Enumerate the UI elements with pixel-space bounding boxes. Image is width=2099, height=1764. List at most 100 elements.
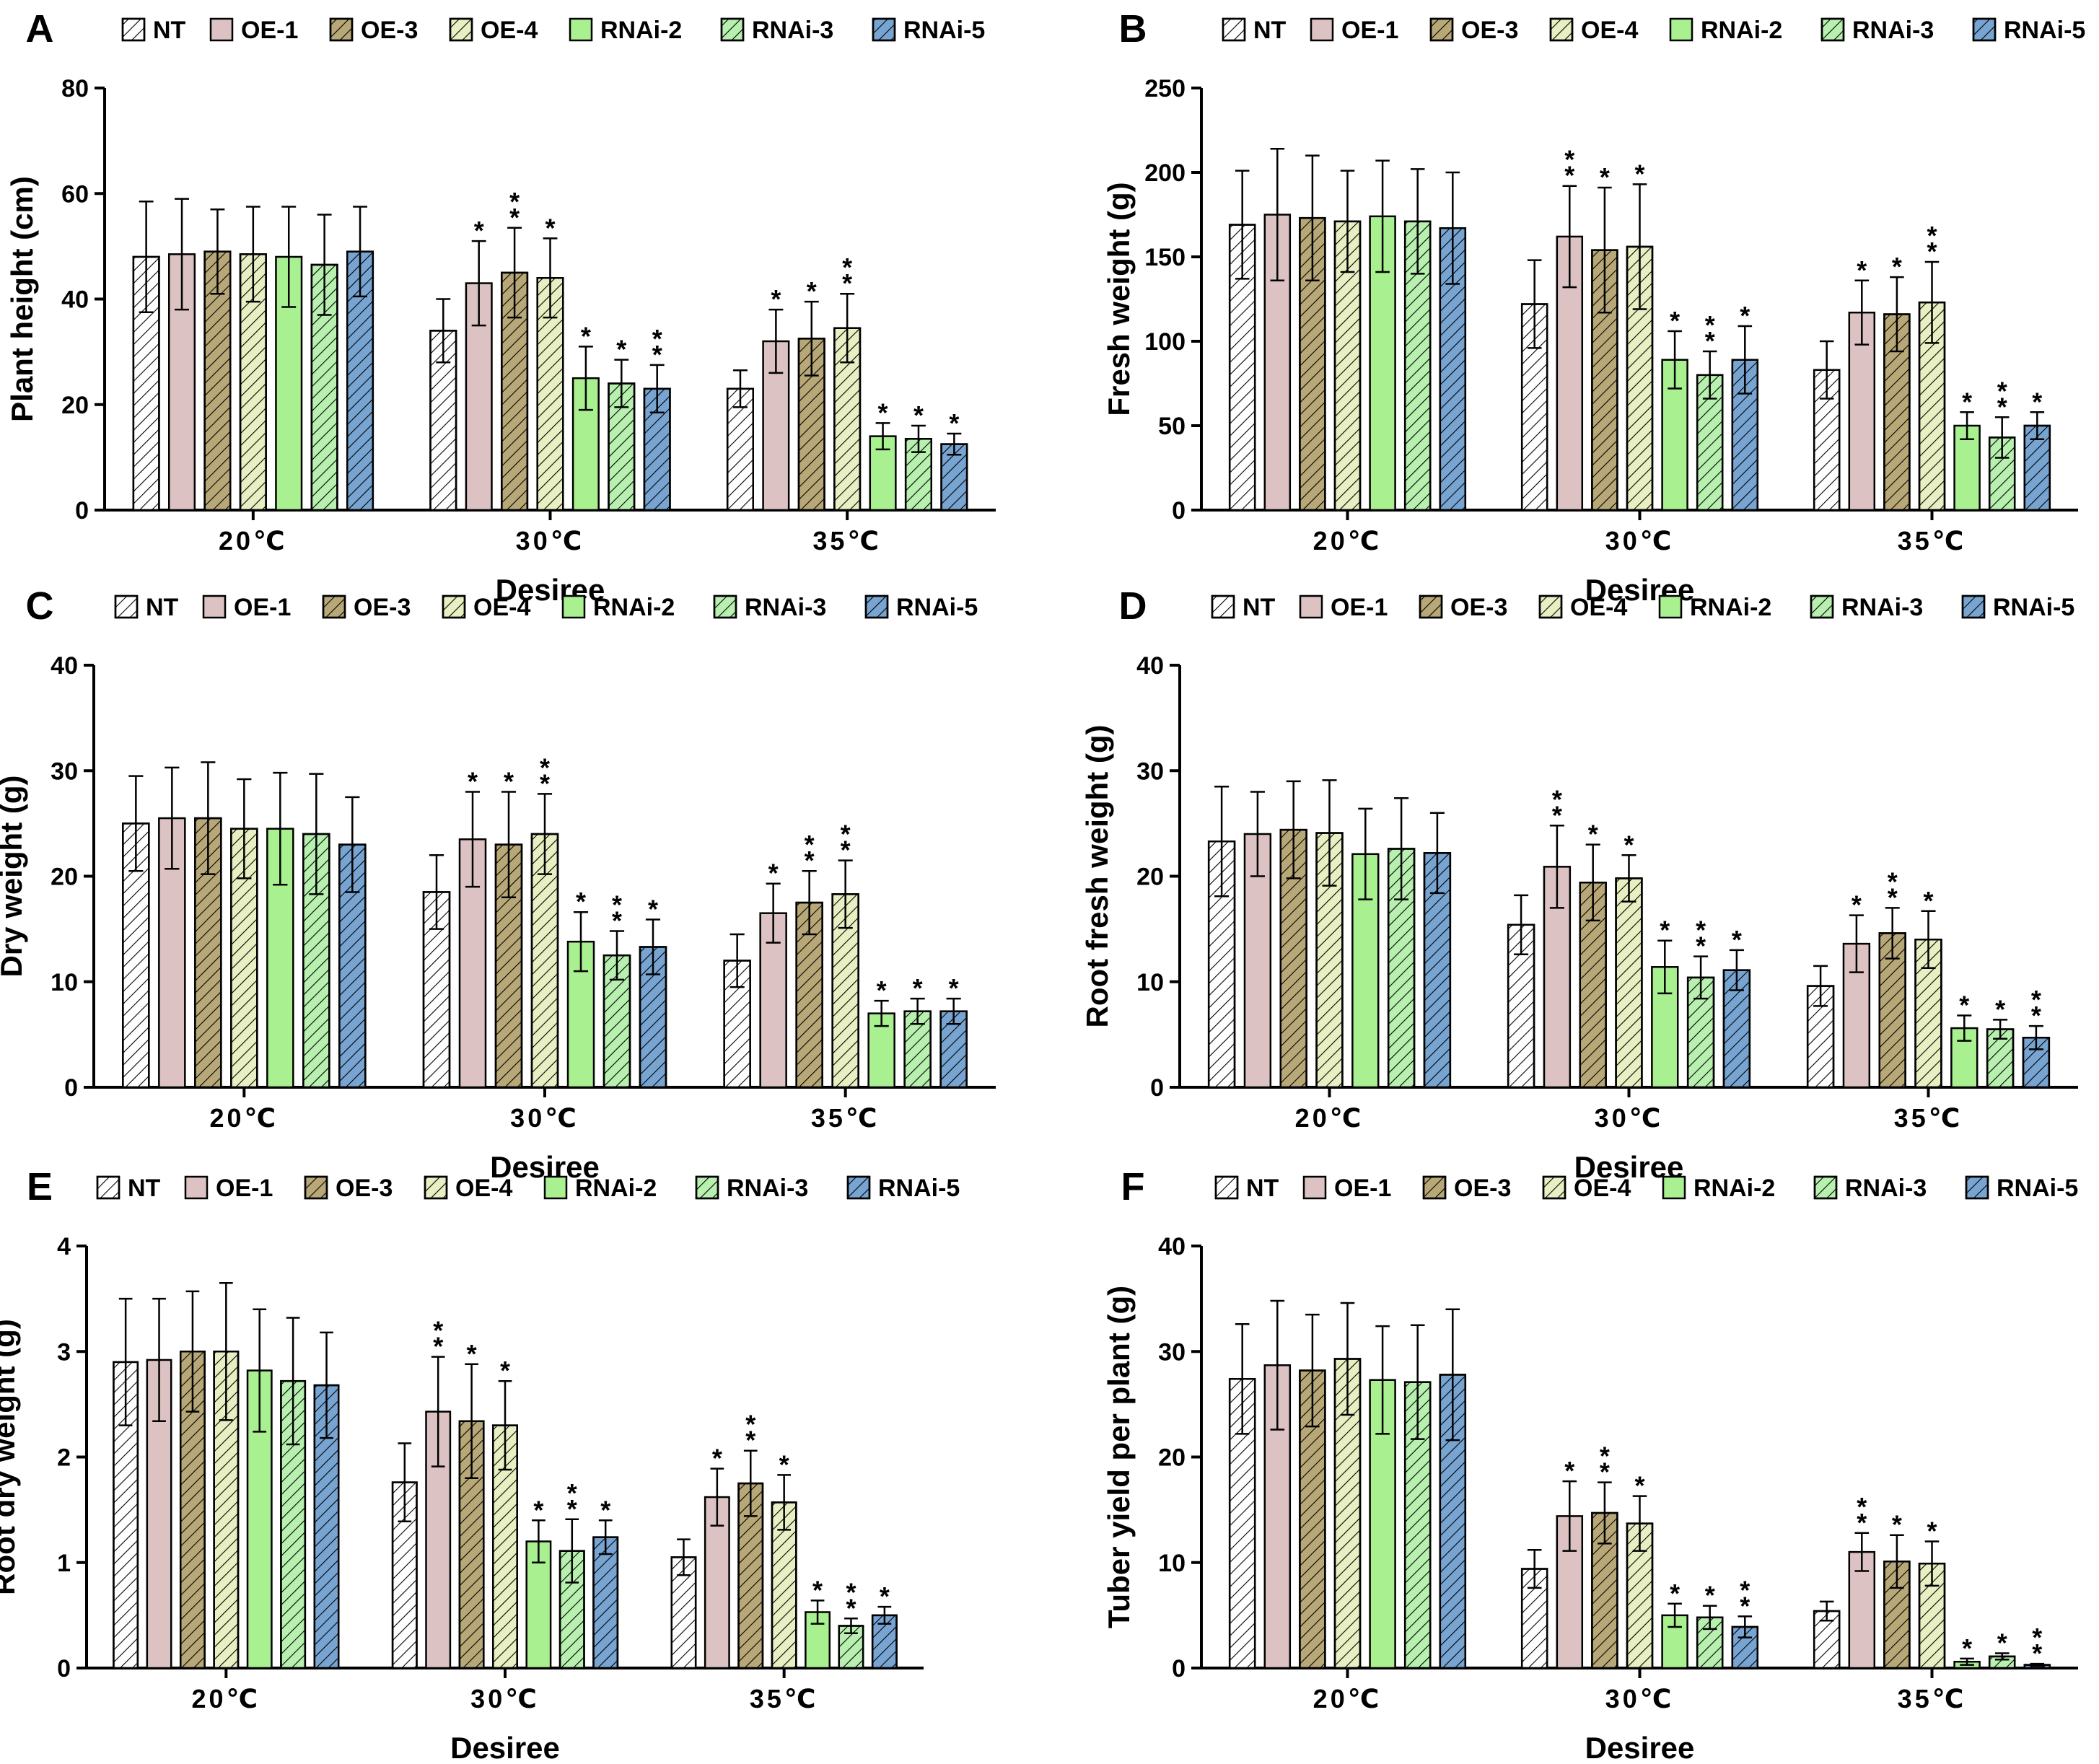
bar-oe-4-2: *	[1914, 886, 1942, 1089]
legend-label: NT	[1246, 1175, 1279, 1202]
legend-entry-oe-4: OE-4	[1542, 1175, 1631, 1202]
x-tick-label: 20℃	[1313, 526, 1382, 556]
legend-entry-rnai-5: RNAi-5	[1972, 17, 2085, 44]
bar-rnai-2-0	[246, 1308, 273, 1669]
bar-rnai-5-1: *	[1722, 925, 1751, 1089]
y-tick-label: 30	[1158, 1338, 1186, 1366]
legend-label: OE-4	[1581, 17, 1638, 44]
x-axis-label: Desiree	[1585, 1731, 1695, 1764]
y-tick-label: 50	[1158, 413, 1186, 440]
significance-star: *	[1670, 1579, 1680, 1608]
legend-entry-oe-3: OE-3	[1422, 1175, 1511, 1202]
legend-swatch-hatch	[96, 1175, 120, 1200]
significance-star: *	[1600, 162, 1610, 192]
legend-entry-nt: NT	[1214, 1175, 1279, 1202]
legend-swatch	[569, 17, 593, 42]
legend-label: RNAi-3	[752, 17, 833, 44]
significance-star: *	[1927, 221, 1937, 250]
x-tick-label: 30℃	[1595, 1103, 1664, 1133]
bar-oe-4-2: *	[1918, 1517, 1946, 1669]
legend-swatch-hatch	[1549, 17, 1574, 42]
bar-oe-3-0	[203, 208, 232, 512]
bar-oe-3-0	[1279, 780, 1307, 1089]
significance-star: *	[1997, 376, 2007, 405]
bar-rnai-2-2: *	[1953, 1633, 1981, 1669]
significance-star: *	[1857, 1508, 1867, 1537]
legend-entry-oe-1: OE-1	[202, 594, 291, 621]
bar-rnai-2-1: *	[566, 887, 595, 1089]
legend-swatch-hatch	[713, 594, 737, 619]
bar-oe-1-2: *	[1848, 255, 1876, 512]
bar-nt-2	[670, 1538, 697, 1669]
significance-star: *	[540, 752, 550, 782]
legend-entry-rnai-2: RNAi-2	[569, 17, 682, 44]
bar-rnai-2-0	[1369, 159, 1396, 512]
legend-entry-oe-3: OE-3	[1429, 17, 1518, 44]
bar-rnai-5-2: **	[2022, 985, 2051, 1089]
legend-entry-rnai-3: RNAi-3	[695, 1175, 808, 1202]
legend-entry-oe-3: OE-3	[304, 1175, 393, 1202]
panels-layer: A NT OE-1 OE-3 OE-4 RNAi-2 RNAi-3 RNAi-50204060…	[0, 7, 2085, 1764]
bar-nt-0	[132, 200, 160, 512]
significance-star: *	[1732, 925, 1742, 955]
panel-label: A	[26, 7, 54, 51]
significance-star: *	[949, 408, 959, 438]
legend-entry-rnai-3: RNAi-3	[713, 594, 826, 621]
y-tick-label: 40	[61, 286, 89, 314]
bar-rnai-5-0	[313, 1331, 340, 1669]
legend-label: OE-4	[1574, 1175, 1631, 1202]
significance-star: *	[842, 268, 852, 298]
significance-star: *	[805, 846, 815, 875]
legend-swatch	[1662, 1175, 1686, 1200]
legend-entry-nt: NT	[1211, 594, 1276, 621]
legend-swatch-hatch	[872, 17, 896, 42]
bar-rnai-2-2: *	[1950, 991, 1979, 1089]
significance-star: *	[652, 340, 662, 369]
significance-star: *	[1892, 252, 1902, 281]
y-tick-label: 200	[1144, 159, 1186, 187]
bar-nt-2	[726, 369, 755, 512]
bar-rnai-3-1: *	[608, 335, 636, 512]
bar-rnai-3-1: *	[1696, 1581, 1724, 1669]
panel-label: E	[27, 1165, 53, 1208]
significance-star: *	[1959, 991, 1969, 1020]
bar-rnai-5-0	[338, 796, 367, 1089]
bar-oe-3-2: *	[1883, 1510, 1911, 1669]
significance-star: *	[1600, 1442, 1610, 1471]
bar-rnai-3-2: *	[904, 400, 933, 512]
legend-swatch	[209, 17, 234, 42]
significance-star: *	[1564, 1456, 1574, 1486]
bar-oe-1-1: *	[1556, 1456, 1584, 1669]
y-tick-label: 1	[57, 1550, 71, 1577]
significance-star: *	[576, 887, 586, 916]
bar-rnai-3-2: *	[1986, 994, 2015, 1089]
significance-star: *	[1892, 1510, 1902, 1540]
legend-label: RNAi-3	[1841, 594, 1923, 621]
bar-oe-1-2: **	[1848, 1492, 1876, 1669]
significance-star: *	[1634, 1471, 1644, 1501]
bar-rnai-3-1: **	[1686, 916, 1715, 1089]
significance-star: *	[877, 975, 887, 1005]
bar-rnai-3-0	[310, 214, 338, 512]
bar-oe-3-1: **	[1591, 1442, 1618, 1669]
y-tick-label: 0	[1150, 1074, 1164, 1102]
significance-star: *	[1740, 1591, 1750, 1620]
bar-oe-1-0	[1243, 791, 1272, 1089]
bar-nt-1	[1520, 1548, 1548, 1669]
panel-label: B	[1119, 7, 1147, 51]
significance-star: *	[1600, 1457, 1610, 1487]
significance-star: *	[1962, 1633, 1972, 1663]
bar-rnai-5-0	[1439, 1308, 1467, 1669]
bar-oe-1-2: *	[759, 859, 787, 1089]
legend-swatch-hatch	[1429, 17, 1454, 42]
legend-label: OE-1	[216, 1175, 273, 1202]
bar-oe-3-2: **	[737, 1410, 764, 1669]
x-tick-label: 30℃	[510, 1103, 579, 1133]
significance-star: *	[807, 276, 817, 306]
bar-nt-2	[1813, 1600, 1841, 1669]
legend-entry-rnai-3: RNAi-3	[1813, 1175, 1927, 1202]
legend-label: OE-3	[361, 17, 418, 44]
bar-rnai-3-0	[302, 773, 330, 1089]
panel-a: A NT OE-1 OE-3 OE-4 RNAi-2 RNAi-3 RNAi-5 0 20 40 60…	[5, 7, 996, 607]
